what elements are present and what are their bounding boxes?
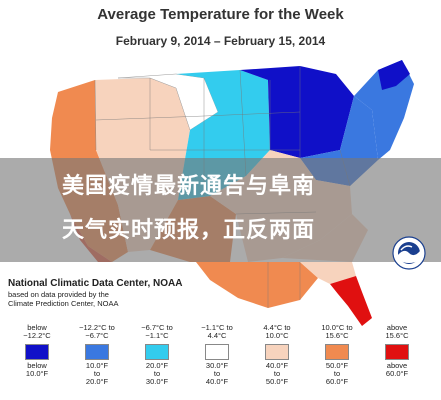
source-credit: National Climatic Data Center, NOAA base… [8, 278, 182, 308]
legend-item: below −12.2°C below 10.0°F [12, 324, 62, 378]
map-subtitle: February 9, 2014 – February 15, 2014 [115, 34, 326, 48]
legend-item: −12.2°C to −6.7°C 10.0°F to 20.0°F [72, 324, 122, 386]
noaa-logo-icon [392, 236, 426, 270]
source-main: National Climatic Data Center, NOAA [8, 278, 183, 289]
legend-fahrenheit-label: 20.0°F to 30.0°F [145, 361, 169, 386]
region-maine [378, 60, 410, 90]
legend-fahrenheit-label: below 10.0°F [25, 361, 49, 378]
region-florida [330, 276, 372, 326]
source-line-3: Climate Prediction Center, NOAA [8, 299, 119, 308]
source-line-2: based on data provided by the [8, 290, 109, 299]
region-texas-south [196, 262, 318, 308]
legend-celsius-label: −6.7°C to −1.1°C [141, 323, 173, 340]
legend-item: above 15.6°C above 60.0°F [372, 324, 422, 378]
legend-swatch [25, 344, 49, 360]
legend-swatch [265, 344, 289, 360]
legend-swatch [205, 344, 229, 360]
legend-celsius-label: below −12.2°C [23, 323, 51, 340]
legend-swatch [145, 344, 169, 360]
overlay-banner [0, 158, 441, 262]
temperature-legend: below −12.2°C below 10.0°F −12.2°C to −6.7… [12, 324, 432, 396]
overlay-headline-1: 美国疫情最新通告与阜南 [62, 174, 316, 199]
legend-item: −1.1°C to 4.4°C 30.0°F to 40.0°F [192, 324, 242, 386]
legend-fahrenheit-label: 30.0°F to 40.0°F [205, 361, 229, 386]
legend-fahrenheit-label: above 60.0°F [385, 361, 409, 378]
legend-celsius-label: 10.0°C to 15.6°C [321, 323, 353, 340]
legend-fahrenheit-label: 10.0°F to 20.0°F [85, 361, 109, 386]
legend-celsius-label: above 15.6°C [385, 323, 409, 340]
map-title: Average Temperature for the Week [97, 6, 344, 23]
region-northeast [354, 60, 414, 160]
legend-celsius-label: 4.4°C to 10.0°C [263, 323, 291, 340]
legend-item: 10.0°C to 15.6°C 50.0°F to 60.0°F [312, 324, 362, 386]
legend-celsius-label: −12.2°C to −6.7°C [79, 323, 115, 340]
overlay-headline-2: 天气实时预报，正反两面 [62, 218, 316, 243]
legend-fahrenheit-label: 40.0°F to 50.0°F [265, 361, 289, 386]
legend-celsius-label: −1.1°C to 4.4°C [201, 323, 233, 340]
legend-fahrenheit-label: 50.0°F to 60.0°F [325, 361, 349, 386]
legend-swatch [385, 344, 409, 360]
region-gulf-coast [300, 262, 356, 284]
legend-item: −6.7°C to −1.1°C 20.0°F to 30.0°F [132, 324, 182, 386]
legend-item: 4.4°C to 10.0°C 40.0°F to 50.0°F [252, 324, 302, 386]
legend-swatch [325, 344, 349, 360]
legend-swatch [85, 344, 109, 360]
